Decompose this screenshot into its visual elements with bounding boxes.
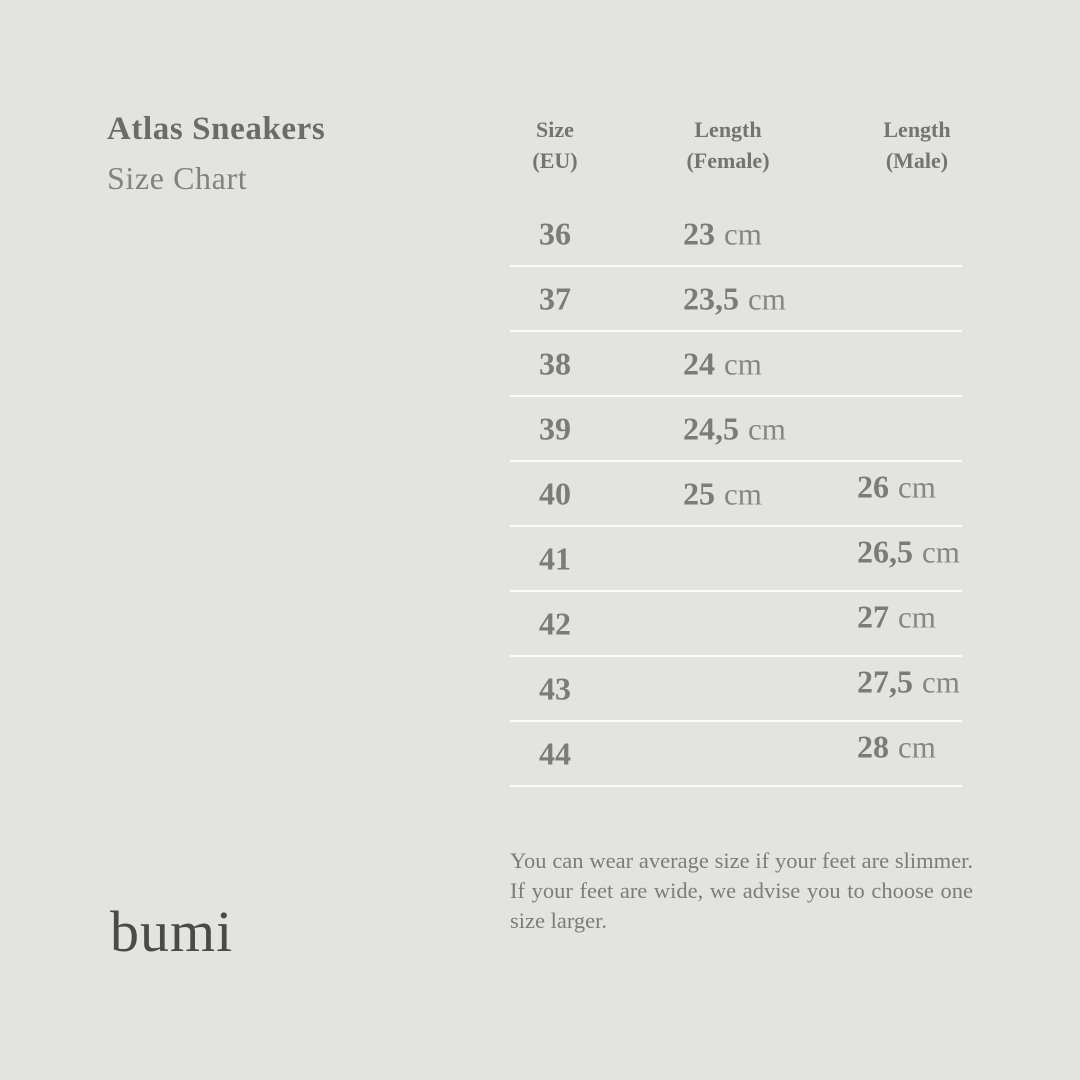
length-value: 24,5 bbox=[683, 410, 739, 446]
sizing-advice-note: You can wear average size if your feet a… bbox=[510, 848, 973, 933]
title-block: Atlas Sneakers Size Chart bbox=[107, 110, 325, 197]
length-unit: cm bbox=[898, 469, 936, 504]
table-row-size-37: 37 23,5 cm bbox=[510, 267, 962, 332]
length-unit: cm bbox=[724, 346, 762, 381]
length-value: 25 bbox=[683, 475, 715, 511]
length-value: 23,5 bbox=[683, 280, 739, 316]
size-cell: 44 bbox=[539, 735, 571, 771]
female-length-cell: 25 cm bbox=[683, 475, 762, 512]
length-unit: cm bbox=[922, 534, 960, 569]
size-cell: 41 bbox=[539, 540, 571, 576]
table-row-size-42: 42 27 cm bbox=[510, 592, 962, 657]
length-unit: cm bbox=[748, 281, 786, 316]
table-row-size-38: 38 24 cm bbox=[510, 332, 962, 397]
female-length-cell bbox=[683, 735, 692, 772]
length-value: 28 bbox=[857, 728, 889, 764]
column-header-line: Size bbox=[536, 117, 574, 142]
size-cell: 38 bbox=[539, 345, 571, 381]
column-header-line: (Male) bbox=[885, 148, 949, 173]
length-unit: cm bbox=[898, 599, 936, 634]
female-length-cell bbox=[683, 540, 692, 577]
table-row-size-44: 44 28 cm bbox=[510, 722, 962, 787]
male-length-cell bbox=[857, 273, 866, 310]
column-header-line: (EU) bbox=[532, 148, 578, 173]
length-unit: cm bbox=[724, 216, 762, 251]
female-length-cell: 24,5 cm bbox=[683, 410, 786, 447]
length-value: 27,5 bbox=[857, 663, 913, 699]
male-length-cell bbox=[857, 403, 866, 440]
column-header-line: Length bbox=[883, 117, 951, 142]
length-unit: cm bbox=[724, 476, 762, 511]
table-body: 36 23 cm 37 23,5 cm 38 24 cm 39 24,5 cm 40 bbox=[510, 202, 962, 787]
female-length-cell bbox=[683, 605, 692, 642]
column-header-line: Length bbox=[694, 117, 762, 142]
size-cell: 42 bbox=[539, 605, 571, 641]
male-length-cell bbox=[857, 338, 866, 375]
table-header: Size (EU) Length (Female) Length (Male) bbox=[510, 110, 962, 202]
column-header-size-eu: Size (EU) bbox=[532, 114, 577, 176]
male-length-cell: 27 cm bbox=[857, 598, 936, 635]
table-row-size-39: 39 24,5 cm bbox=[510, 397, 962, 462]
size-cell: 40 bbox=[539, 475, 571, 511]
length-unit: cm bbox=[748, 411, 786, 446]
page-title: Atlas Sneakers bbox=[107, 111, 326, 147]
length-value: 24 bbox=[683, 345, 715, 381]
male-length-cell: 27,5 cm bbox=[857, 663, 960, 700]
column-header-length-female: Length (Female) bbox=[686, 114, 769, 176]
table-row-size-41: 41 26,5 cm bbox=[510, 527, 962, 592]
size-cell: 39 bbox=[539, 410, 571, 446]
length-value: 26,5 bbox=[857, 533, 913, 569]
length-value: 27 bbox=[857, 598, 889, 634]
table-row-size-40: 40 25 cm 26 cm bbox=[510, 462, 962, 527]
length-value: 23 bbox=[683, 215, 715, 251]
male-length-cell: 26,5 cm bbox=[857, 533, 960, 570]
table-row-size-43: 43 27,5 cm bbox=[510, 657, 962, 722]
size-cell: 36 bbox=[539, 215, 571, 251]
female-length-cell: 23,5 cm bbox=[683, 280, 786, 317]
column-header-line: (Female) bbox=[686, 148, 770, 173]
bumi-brand-logo: bumi bbox=[110, 899, 234, 964]
length-unit: cm bbox=[898, 729, 936, 764]
female-length-cell: 23 cm bbox=[683, 215, 762, 252]
male-length-cell: 28 cm bbox=[857, 728, 936, 765]
size-table: Size (EU) Length (Female) Length (Male) … bbox=[510, 110, 962, 787]
length-unit: cm bbox=[922, 664, 960, 699]
size-cell: 37 bbox=[539, 280, 571, 316]
size-cell: 43 bbox=[539, 670, 571, 706]
page-subtitle: Size Chart bbox=[107, 159, 248, 196]
female-length-cell: 24 cm bbox=[683, 345, 762, 382]
male-length-cell: 26 cm bbox=[857, 468, 936, 505]
column-header-length-male: Length (Male) bbox=[883, 114, 950, 176]
table-row-size-36: 36 23 cm bbox=[510, 202, 962, 267]
female-length-cell bbox=[683, 670, 692, 707]
male-length-cell bbox=[857, 208, 866, 245]
length-value: 26 bbox=[857, 468, 889, 504]
